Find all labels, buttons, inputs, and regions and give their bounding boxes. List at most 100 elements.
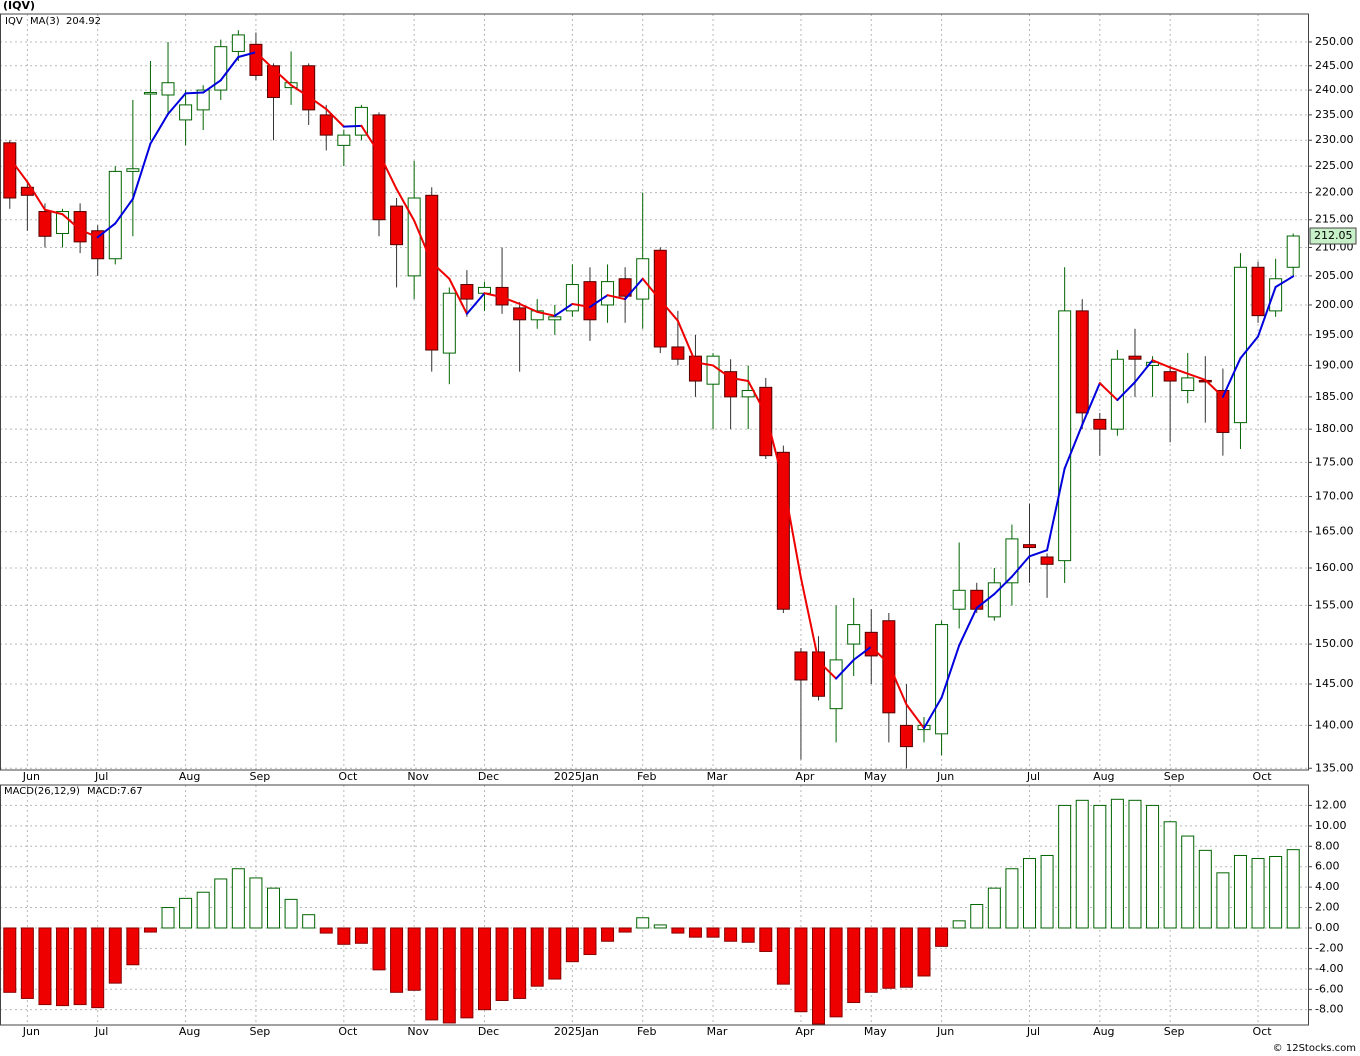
ma-line: [184, 91, 205, 95]
candle-body: [1233, 266, 1247, 424]
ma-line: [993, 575, 1013, 596]
macd-bar: [882, 927, 896, 989]
candle-body: [161, 82, 175, 96]
macd-bar: [354, 927, 368, 944]
y-tick-label: 150.00: [1315, 637, 1354, 650]
ma-line: [272, 67, 293, 87]
macd-bar: [618, 927, 632, 933]
y-tick-label: 220.00: [1315, 186, 1354, 199]
macd-bar: [38, 927, 52, 1006]
macd-bar: [917, 927, 931, 977]
ma-line: [870, 645, 890, 665]
macd-bar: [864, 927, 878, 993]
ma-line: [1151, 359, 1172, 369]
macd-bar: [1198, 849, 1212, 929]
macd-bar: [1005, 868, 1019, 929]
x-tick-label: May: [864, 1025, 887, 1038]
candle-body: [354, 106, 368, 136]
candle-body: [108, 170, 122, 260]
ma-line: [254, 51, 275, 70]
candle-body: [829, 659, 843, 710]
ma-line: [114, 197, 134, 225]
x-tick-label: Aug: [1093, 1025, 1114, 1038]
ma-line: [342, 124, 363, 128]
ma-line: [624, 277, 644, 301]
macd-bar: [3, 927, 17, 993]
ma-line: [325, 108, 345, 128]
candle-body: [1216, 390, 1230, 433]
candle-body: [864, 631, 878, 657]
macd-bar: [1233, 854, 1247, 929]
ma-line: [219, 55, 240, 82]
y-tick-label: 185.00: [1315, 390, 1354, 403]
macd-bar: [179, 897, 193, 929]
macd-bar: [425, 927, 439, 1021]
macd-bar: [1128, 799, 1142, 929]
y-tick-label: 175.00: [1315, 455, 1354, 468]
ma-line: [1169, 366, 1189, 375]
price-tag: 212.05: [1314, 229, 1353, 242]
macd-bar: [407, 927, 421, 991]
legend-ticker: IQV: [5, 16, 23, 27]
ma-line: [61, 213, 82, 231]
legend-ma: MA(3): [30, 16, 60, 27]
macd-bar: [319, 927, 333, 934]
ma-line: [1116, 381, 1136, 402]
y-tick-label: 205.00: [1315, 269, 1354, 282]
x-tick-label: Jun: [936, 1025, 954, 1038]
macd-bar: [73, 927, 87, 1006]
ma-line: [501, 296, 521, 305]
candle-body: [671, 346, 685, 360]
ma-line: [465, 292, 486, 315]
y-tick-label: 8.00: [1315, 839, 1340, 852]
y-tick-label: 230.00: [1315, 133, 1354, 146]
candle-body: [214, 46, 228, 91]
candle-body: [73, 211, 87, 243]
y-tick-label: 135.00: [1315, 761, 1354, 774]
macd-bar: [583, 927, 597, 956]
candle-body: [1093, 418, 1107, 430]
x-tick-label: Sep: [1164, 770, 1185, 783]
candle-body: [1286, 235, 1300, 268]
candle-body: [126, 168, 140, 172]
ma-line: [817, 660, 838, 680]
ma-line: [923, 696, 943, 730]
macd-bar: [706, 927, 720, 938]
y-tick-label: -4.00: [1315, 962, 1343, 975]
macd-bar: [460, 927, 474, 1019]
macd-bar: [1058, 804, 1072, 929]
macd-bar: [653, 924, 667, 929]
ma-line: [149, 113, 170, 145]
candle-body: [1058, 310, 1072, 562]
ma-line: [1098, 382, 1119, 402]
candle-body: [425, 194, 439, 351]
ma-line: [290, 84, 310, 98]
macd-bar: [1110, 798, 1124, 929]
ma-line: [712, 364, 732, 379]
x-tick-label: Jun: [22, 1025, 40, 1038]
ma-line: [307, 95, 328, 111]
macd-title: MACD(26,12,9): [4, 786, 80, 797]
ma-line: [852, 645, 873, 661]
chart-title: (IQV): [3, 0, 35, 12]
candle-body: [372, 114, 386, 221]
candle-body: [302, 65, 316, 111]
candle-body: [1163, 371, 1177, 382]
macd-bar: [1251, 858, 1265, 929]
candle-body: [706, 355, 720, 385]
ma-line: [237, 51, 257, 58]
y-tick-label: 195.00: [1315, 328, 1354, 341]
y-tick-label: 0.00: [1315, 921, 1340, 934]
candle-body: [759, 386, 773, 457]
x-tick-label: Apr: [795, 1025, 815, 1038]
y-tick-label: 180.00: [1315, 422, 1354, 435]
y-tick-label: 215.00: [1315, 213, 1354, 226]
ma-line: [553, 302, 574, 317]
footer: © 12Stocks.com: [1273, 1043, 1356, 1054]
candle-body: [899, 724, 913, 748]
ma-line: [448, 277, 468, 315]
panel-frame: [0, 13, 1309, 771]
macd-bar: [249, 877, 263, 929]
x-tick-label: May: [864, 770, 887, 783]
y-tick-label: 12.00: [1315, 798, 1347, 811]
